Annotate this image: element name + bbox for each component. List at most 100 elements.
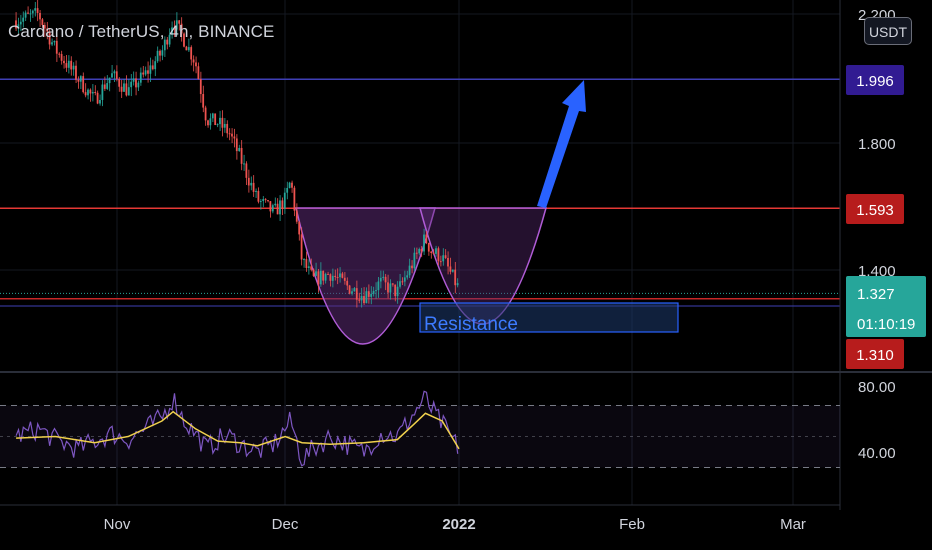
candle-body bbox=[173, 27, 176, 30]
rsi-tick-40: 40.00 bbox=[858, 445, 896, 462]
candle-body bbox=[442, 255, 445, 262]
candle-body bbox=[166, 39, 169, 45]
candle-body bbox=[408, 265, 411, 276]
price-label-1996: 1.996 bbox=[856, 73, 894, 90]
candle-body bbox=[130, 81, 133, 88]
candle-body bbox=[22, 17, 25, 22]
candle-body bbox=[70, 60, 73, 70]
candle-body bbox=[300, 234, 303, 260]
candle-body bbox=[214, 113, 217, 126]
symbol-title[interactable]: Cardano / TetherUS, 4h, BINANCE bbox=[8, 22, 275, 41]
candle-body bbox=[454, 269, 457, 286]
candle-body bbox=[223, 123, 226, 128]
candle-body bbox=[46, 28, 49, 32]
candle-body bbox=[202, 94, 205, 108]
candle-body bbox=[118, 78, 121, 87]
candle-body bbox=[327, 273, 329, 275]
candle-body bbox=[449, 266, 452, 272]
candle-body bbox=[211, 113, 214, 119]
candle-body bbox=[111, 73, 113, 78]
rsi-line bbox=[15, 390, 459, 467]
candle-body bbox=[24, 12, 27, 18]
candle-body bbox=[84, 92, 87, 96]
candle-body bbox=[264, 199, 267, 201]
candle-body bbox=[67, 60, 70, 68]
price-label-1593: 1.593 bbox=[856, 202, 894, 219]
candle-body bbox=[123, 83, 125, 92]
candle-body bbox=[63, 60, 65, 64]
candle-body bbox=[163, 39, 166, 51]
candle-body bbox=[238, 147, 241, 152]
candle-body bbox=[154, 61, 157, 70]
candle-body bbox=[245, 163, 248, 178]
candle-body bbox=[79, 76, 82, 82]
candle-body bbox=[168, 34, 171, 45]
candle-body bbox=[415, 252, 418, 254]
candle-body bbox=[156, 50, 159, 62]
price-tick-1800: 1.800 bbox=[858, 136, 896, 153]
candle-body bbox=[295, 210, 298, 222]
candle-body bbox=[427, 243, 430, 252]
candle-body bbox=[307, 266, 310, 269]
price-labels: 1.996 1.593 1.327 01:10:19 1.310 bbox=[846, 65, 926, 369]
candle-body bbox=[276, 203, 279, 215]
candle-body bbox=[199, 79, 202, 95]
candle-body bbox=[353, 288, 356, 292]
candle-body bbox=[15, 20, 17, 29]
candle-body bbox=[221, 117, 224, 128]
candle-body bbox=[39, 12, 41, 20]
candle-body bbox=[106, 83, 109, 89]
target-arrow[interactable] bbox=[537, 80, 586, 208]
candle-body bbox=[161, 50, 164, 56]
currency-unit-button[interactable]: USDT bbox=[864, 17, 912, 45]
candle-body bbox=[127, 87, 130, 96]
candle-body bbox=[341, 273, 344, 278]
candle-body bbox=[144, 70, 147, 75]
candle-body bbox=[58, 53, 61, 55]
candle-body bbox=[456, 283, 459, 286]
candle-body bbox=[375, 290, 377, 292]
candle-body bbox=[113, 71, 116, 74]
price-label-1310-bg bbox=[846, 339, 904, 369]
candle-body bbox=[103, 84, 106, 89]
candle-body bbox=[447, 257, 449, 267]
candle-body bbox=[317, 271, 320, 285]
candle-body bbox=[348, 285, 351, 294]
candle-body bbox=[204, 107, 207, 121]
candle-body bbox=[259, 201, 262, 203]
resistance-box[interactable] bbox=[419, 302, 679, 333]
candle-body bbox=[17, 24, 20, 29]
rsi-axis: 80.00 40.00 bbox=[858, 379, 896, 462]
candle-body bbox=[243, 163, 245, 165]
candle-body bbox=[269, 201, 272, 212]
arrow-up-icon[interactable] bbox=[537, 80, 586, 208]
time-label-feb: Feb bbox=[619, 516, 645, 533]
resistance-zone[interactable]: Resistance bbox=[419, 302, 679, 335]
candle-body bbox=[262, 199, 265, 202]
cup-shape[interactable] bbox=[295, 207, 436, 345]
candle-body bbox=[159, 50, 161, 56]
candle-body bbox=[247, 177, 250, 186]
candle-body bbox=[99, 99, 101, 104]
candle-body bbox=[228, 133, 231, 135]
candle-body bbox=[185, 46, 188, 51]
candle-body bbox=[451, 269, 454, 272]
candle-body bbox=[401, 281, 404, 283]
candle-body bbox=[257, 190, 260, 202]
candle-body bbox=[343, 277, 346, 281]
candle-body bbox=[91, 91, 94, 94]
candle-body bbox=[288, 182, 291, 189]
rsi-pane[interactable] bbox=[0, 390, 840, 468]
candle-body bbox=[286, 188, 289, 193]
time-axis[interactable]: Nov Dec 2022 Feb Mar bbox=[104, 516, 806, 533]
candle-body bbox=[41, 19, 44, 26]
candle-body bbox=[291, 182, 293, 188]
grid bbox=[0, 0, 840, 505]
candle-body bbox=[180, 23, 183, 34]
candle-body bbox=[329, 274, 332, 281]
candle-body bbox=[132, 78, 135, 82]
cup-and-handle-pattern[interactable] bbox=[295, 207, 547, 345]
time-label-nov: Nov bbox=[104, 516, 131, 533]
candle-body bbox=[135, 78, 137, 88]
